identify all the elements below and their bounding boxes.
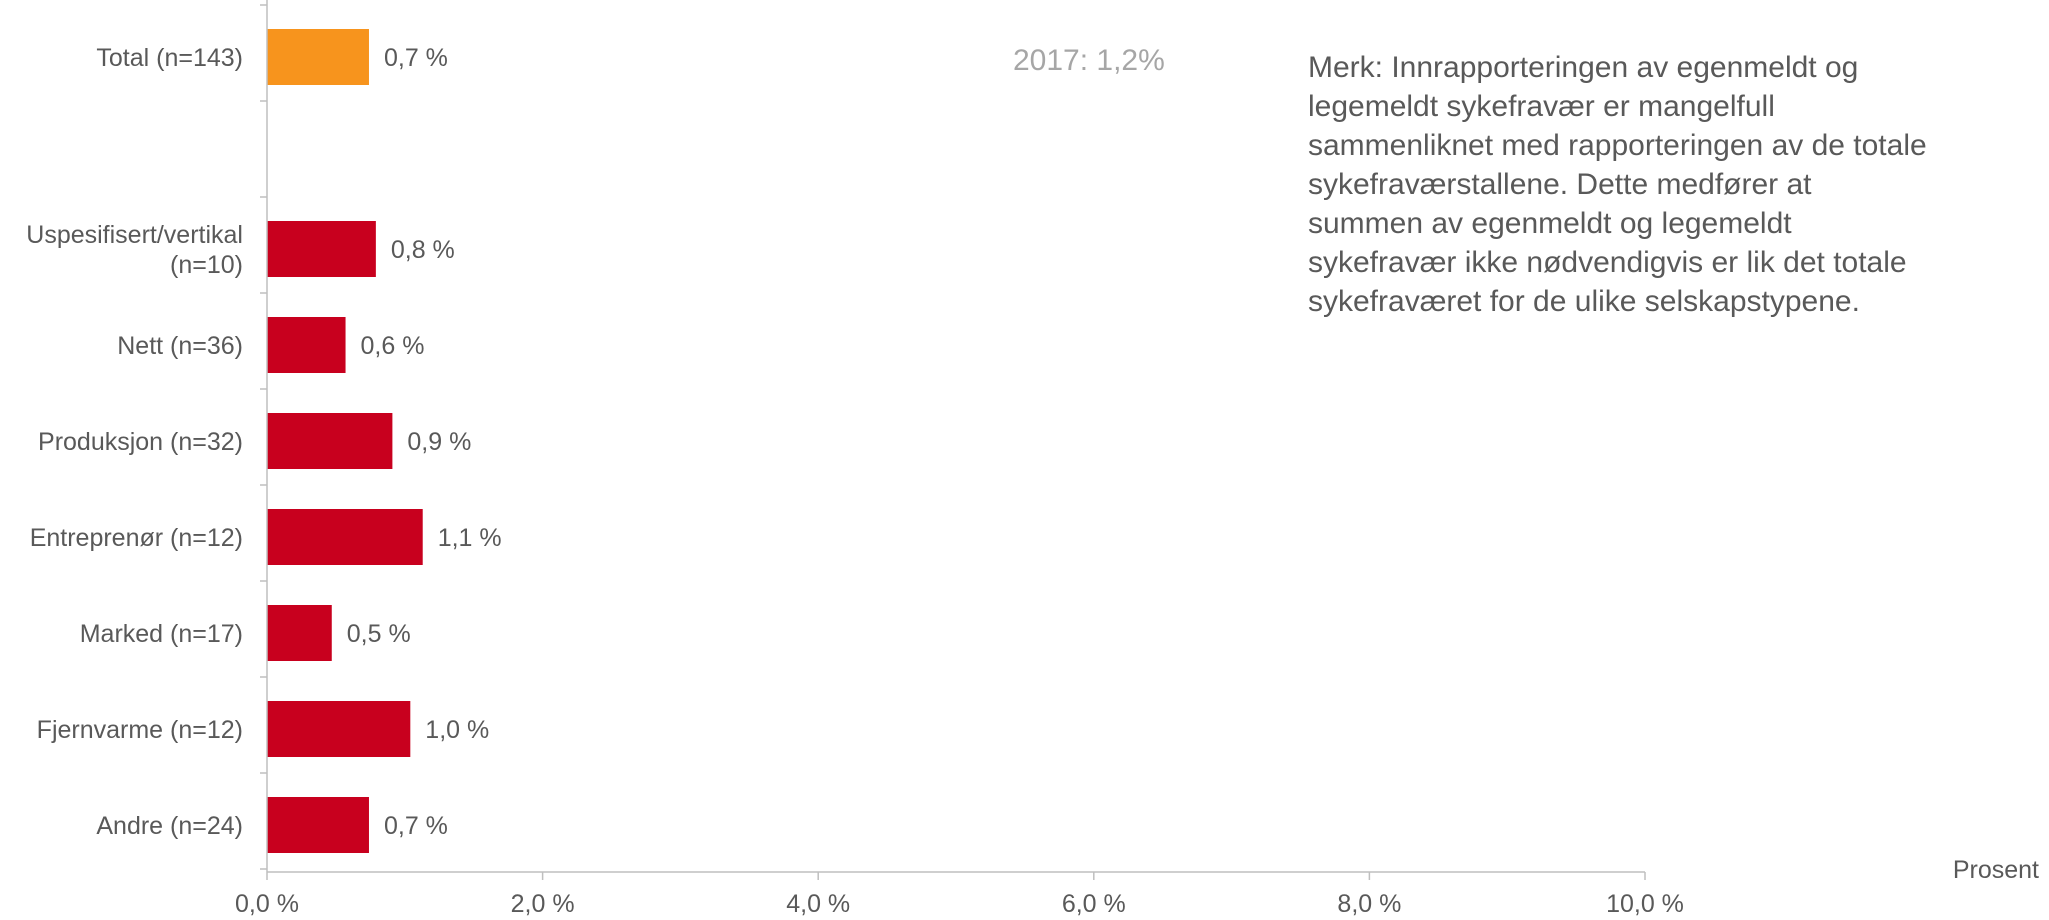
bars-layer: Total (n=143) 0,7 % Uspesifisert/vertikal(… [26,29,502,853]
data-label: 1,0 % [425,716,489,744]
bar [267,29,369,85]
data-label: 0,8 % [391,236,455,264]
bar [267,317,346,373]
data-label: 1,1 % [438,524,502,552]
category-label: Uspesifisert/vertikal (n=10) [26,221,243,279]
data-label: 0,5 % [347,620,411,648]
category-label: Produksjon (n=32) [38,428,243,456]
category-label: Marked (n=17) [80,620,243,648]
x-tick-label: 2,0 % [511,890,575,918]
bar [267,221,376,277]
data-label: 0,6 % [361,332,425,360]
reference-2017-annotation: 2017: 1,2% [1013,44,1165,77]
bar [267,509,423,565]
category-label: Nett (n=36) [117,332,243,360]
bar [267,701,411,757]
bar [267,605,332,661]
category-label: Fjernvarme (n=12) [37,716,243,744]
axis-layer: 0,0 % 2,0 % 4,0 % 6,0 % 8,0 % 10,0 % [235,0,1684,918]
category-label: Total (n=143) [96,44,243,72]
x-axis-unit-label: Prosent [1953,856,2039,884]
bar [267,797,369,853]
data-label: 0,9 % [407,428,471,456]
x-tick-label: 4,0 % [786,890,850,918]
data-label: 0,7 % [384,44,448,72]
note-text: Merk: Innrapporteringen av egenmeldt og … [1308,51,1927,318]
x-tick-label: 10,0 % [1606,890,1684,918]
x-tick-label: 0,0 % [235,890,299,918]
category-label: Andre (n=24) [96,812,243,840]
bar [267,413,393,469]
x-tick-label: 6,0 % [1062,890,1126,918]
category-label: Entreprenør (n=12) [30,524,243,552]
x-tick-label: 8,0 % [1337,890,1401,918]
data-label: 0,7 % [384,812,448,840]
